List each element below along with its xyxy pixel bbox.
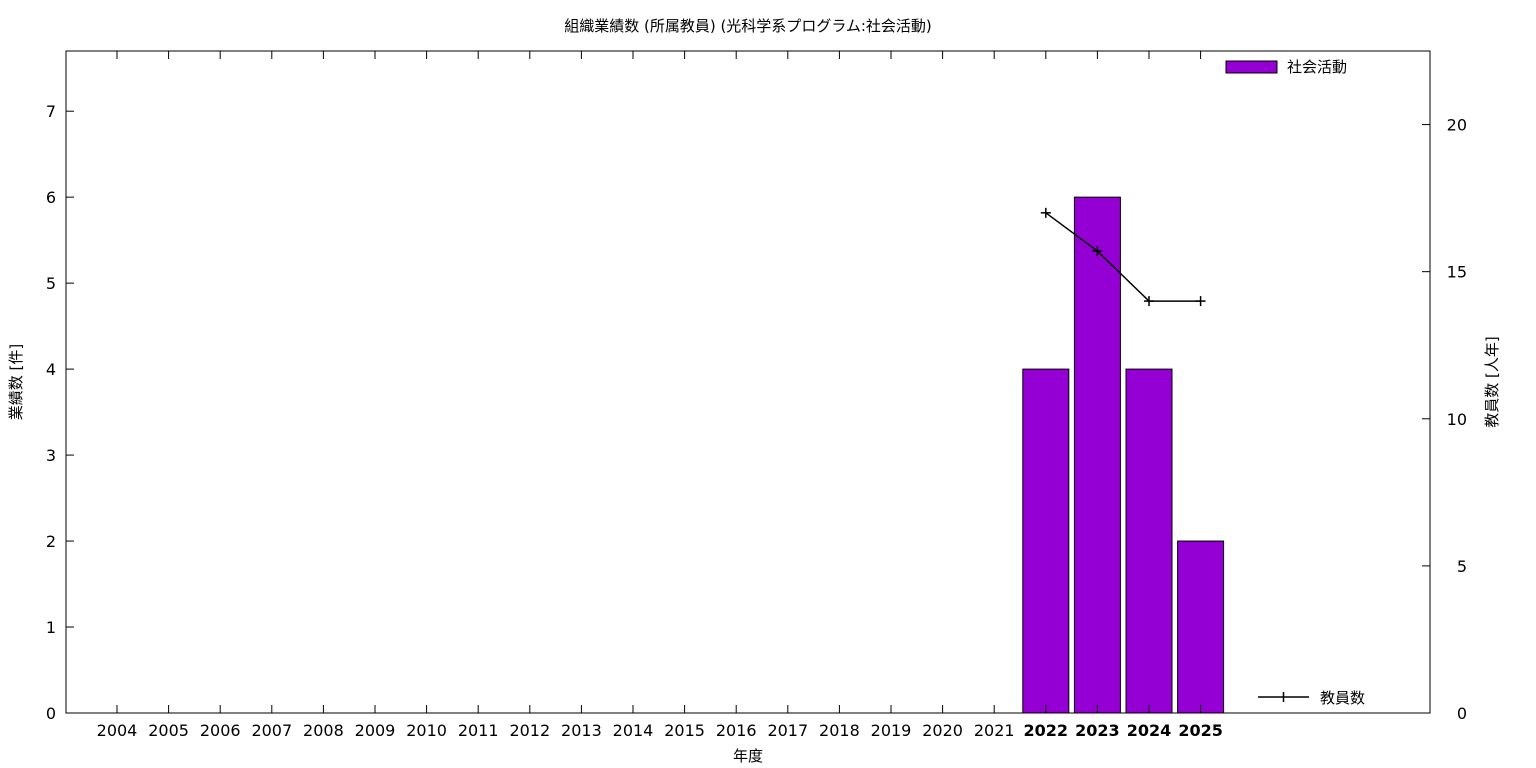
- x-tick-label: 2011: [458, 721, 499, 740]
- x-tick-label: 2013: [561, 721, 602, 740]
- x-tick-label: 2017: [767, 721, 808, 740]
- y-tick-label: 0: [46, 704, 56, 723]
- y-tick-label: 5: [46, 274, 56, 293]
- series-line: [1045, 212, 1201, 302]
- x-tick-label: 2009: [355, 721, 396, 740]
- y2-tick-label: 10: [1447, 410, 1467, 429]
- x-tick-label: 2016: [716, 721, 757, 740]
- x-tick-label: 2004: [97, 721, 138, 740]
- x-tick-label: 2012: [509, 721, 550, 740]
- x-tick-label: 2014: [613, 721, 654, 740]
- y-axis-label: 業績数 [件]: [7, 344, 25, 420]
- legend-label-line: 教員数: [1320, 689, 1365, 707]
- x-tick-label: 2006: [200, 721, 241, 740]
- y-tick-label: 4: [46, 360, 56, 379]
- x-tick-label: 2007: [251, 721, 292, 740]
- chart-title: 組織業績数 (所属教員) (光科学系プログラム:社会活動): [564, 17, 932, 35]
- x-tick-label: 2021: [974, 721, 1015, 740]
- legend-swatch-bar: [1225, 60, 1278, 74]
- bar: [1177, 540, 1225, 714]
- y-tick-label: 3: [46, 446, 56, 465]
- x-tick-label: 2010: [406, 721, 447, 740]
- bars-group: [1022, 196, 1225, 714]
- y2-axis-ticks: 0 5 10 15 20: [1422, 116, 1467, 723]
- bar: [1125, 368, 1173, 714]
- y-tick-label: 1: [46, 618, 56, 637]
- x-tick-label: 2005: [148, 721, 189, 740]
- x-tick-label: 2018: [819, 721, 860, 740]
- bar: [1073, 196, 1121, 714]
- x-axis-label: 年度: [733, 747, 763, 765]
- x-tick-label: 2024: [1127, 721, 1172, 740]
- line-group: [1040, 207, 1206, 307]
- legend-label-bar: 社会活動: [1287, 58, 1347, 76]
- y2-tick-label: 0: [1457, 704, 1467, 723]
- y-axis-ticks: 0 1 2 3 4 5 6 7: [46, 102, 74, 723]
- x-tick-label: 2020: [922, 721, 963, 740]
- y2-tick-label: 20: [1447, 116, 1467, 135]
- x-tick-label: 2023: [1075, 721, 1120, 740]
- legend: 社会活動 教員数: [1225, 58, 1365, 707]
- y2-axis-label: 教員数 [人年]: [1483, 336, 1501, 427]
- x-tick-label: 2015: [664, 721, 705, 740]
- y-tick-label: 2: [46, 532, 56, 551]
- plot-frame: [65, 50, 1431, 714]
- x-tick-label: 2022: [1024, 721, 1069, 740]
- bar: [1022, 368, 1070, 714]
- x-axis-ticks: 2004 2005 2006 2007 2008 2009 2010 2011 2012 2013…: [97, 51, 1223, 740]
- y2-tick-label: 15: [1447, 263, 1467, 282]
- y2-tick-label: 5: [1457, 557, 1467, 576]
- x-tick-label: 2008: [303, 721, 344, 740]
- y-tick-label: 7: [46, 102, 56, 121]
- y-tick-label: 6: [46, 188, 56, 207]
- x-tick-label: 2019: [871, 721, 912, 740]
- x-tick-label: 2025: [1178, 721, 1223, 740]
